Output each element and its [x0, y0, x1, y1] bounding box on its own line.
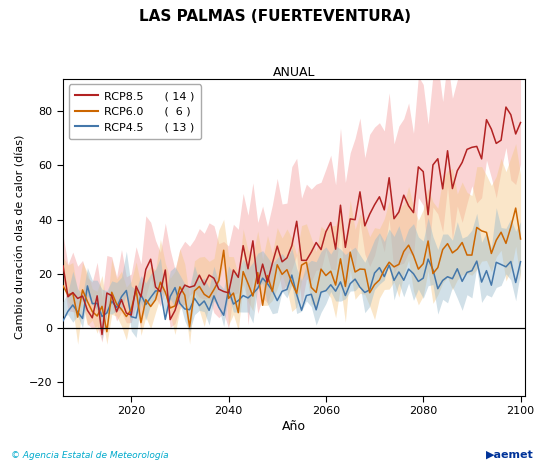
Text: © Agencia Estatal de Meteorología: © Agencia Estatal de Meteorología	[11, 451, 169, 460]
Text: LAS PALMAS (FUERTEVENTURA): LAS PALMAS (FUERTEVENTURA)	[139, 9, 411, 24]
Legend: RCP8.5      ( 14 ), RCP6.0      (  6 ), RCP4.5      ( 13 ): RCP8.5 ( 14 ), RCP6.0 ( 6 ), RCP4.5 ( 13…	[69, 85, 201, 139]
Text: ▶aemet: ▶aemet	[486, 450, 534, 460]
Title: ANUAL: ANUAL	[273, 66, 316, 79]
X-axis label: Año: Año	[282, 420, 306, 433]
Y-axis label: Cambio duración olas de calor (días): Cambio duración olas de calor (días)	[15, 135, 25, 340]
